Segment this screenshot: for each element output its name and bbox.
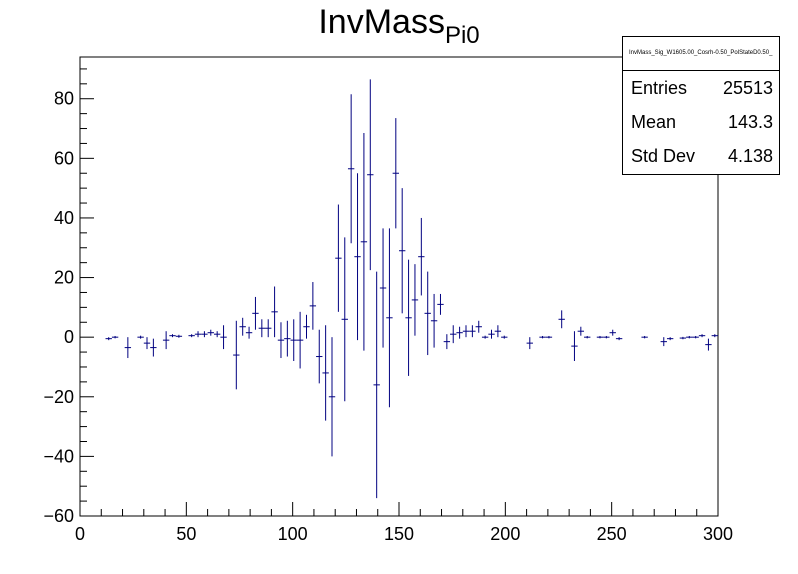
x-tick-label: 150 [384, 524, 414, 544]
chart-title: InvMassPi0 [318, 3, 480, 49]
stats-value: 4.138 [727, 146, 773, 166]
x-tick-label: 300 [703, 524, 733, 544]
y-tick-label: 80 [54, 89, 74, 109]
y-tick-label: 60 [54, 148, 74, 168]
stats-row-stddev: Std Dev 4.138 [623, 139, 779, 173]
stats-box: InvMass_Sig_W1605.00_Cosrh-0.50_PolState… [622, 36, 780, 175]
stats-histogram-name: InvMass_Sig_W1605.00_Cosrh-0.50_PolState… [623, 37, 779, 71]
stats-label: Std Dev [631, 146, 696, 166]
y-tick-label: 0 [64, 327, 74, 347]
stats-label: Mean [631, 112, 677, 132]
y-tick-label: 40 [54, 208, 74, 228]
stats-row-entries: Entries 25513 [623, 71, 779, 105]
x-tick-label: 250 [597, 524, 627, 544]
stats-row-mean: Mean 143.3 [623, 105, 779, 139]
y-tick-label: 20 [54, 268, 74, 288]
x-tick-label: 0 [75, 524, 85, 544]
x-tick-label: 50 [176, 524, 196, 544]
chart-title-subscript: Pi0 [444, 22, 480, 49]
stats-label: Entries [631, 78, 688, 98]
y-tick-label: −60 [43, 506, 74, 526]
stats-value: 25513 [722, 78, 773, 98]
chart-title-wrap: InvMassPi0 [0, 0, 798, 58]
stats-value: 143.3 [727, 112, 773, 132]
y-tick-label: −20 [43, 387, 74, 407]
y-tick-label: −40 [43, 446, 74, 466]
x-tick-label: 200 [490, 524, 520, 544]
x-tick-label: 100 [278, 524, 308, 544]
